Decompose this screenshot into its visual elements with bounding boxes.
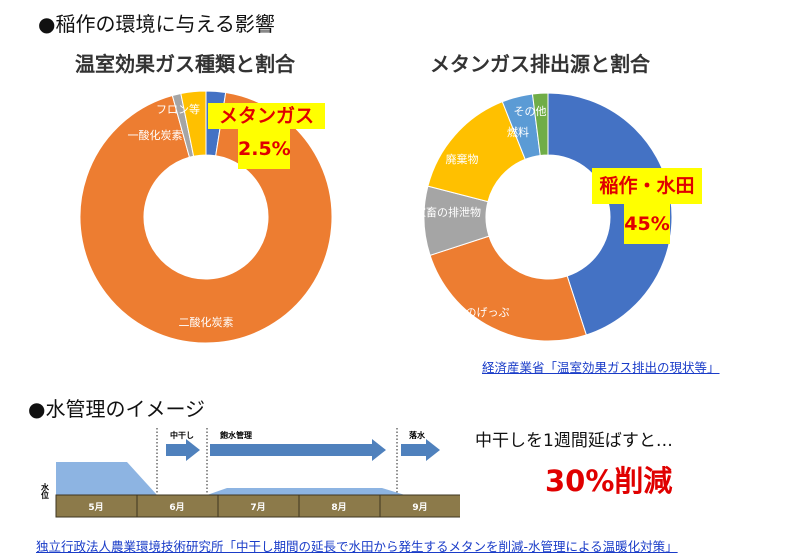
slice-label: 牛のげっぷ [455,305,510,319]
rice-callout-label: 稲作・水田 [592,168,702,204]
month-label: 6月 [169,502,184,513]
donut-slice [180,90,207,157]
methane-callout-label: メタンガス [208,103,325,129]
extension-message: 中干しを1週間延ばすと… [475,431,673,451]
reduction-result: 30%削減 [545,464,673,498]
month-label: 8月 [331,502,346,513]
chart1-title: 温室効果ガス種類と割合 [75,52,295,76]
donut-slice [429,235,587,342]
water-management-diagram: 中干し 飽水管理 落水 水位 5月 6月 7月 8月 9月 [40,428,460,518]
chart2-title: メタンガス排出源と割合 [430,52,650,76]
phase-label: 中干し [170,430,194,440]
arrow-nakaboshi [166,439,200,461]
heading-impact: ●稲作の環境に与える影響 [38,12,275,36]
month-label: 5月 [88,502,103,513]
month-label: 9月 [412,502,427,513]
slice-label: その他 [514,105,547,118]
arrow-rakusui [401,439,440,461]
donut-slice [531,92,549,157]
heading-water: ●水管理のイメージ [28,397,206,421]
phase-label: 落水 [409,430,426,440]
water-level-area [207,488,405,495]
phase-dividers [156,428,398,495]
phase-label: 飽水管理 [219,430,252,440]
month-label: 7月 [250,502,265,513]
slice-label: 家畜の排泄物 [415,205,481,219]
slice-label: 廃棄物 [446,152,479,166]
source-link-niaes[interactable]: 独立行政法人農業環境技術研究所「中干し期間の延長で水田から発生するメタンを削減-… [36,539,678,554]
month-bar: 5月 6月 7月 8月 9月 [55,494,460,518]
arrow-hosui [210,439,386,461]
slice-label: 燃料 [507,125,529,139]
methane-callout-value: 2.5% [238,129,291,169]
water-level-label: 水位 [40,482,50,500]
month-cell [379,494,460,518]
water-level-area [56,462,157,495]
slice-label: 二酸化炭素 [179,315,234,329]
rice-callout-value: 45% [624,204,670,244]
slice-label: フロン等 [156,102,200,116]
ghg-donut-chart: 二酸化炭素 一酸化炭素 フロン等 [79,90,333,344]
source-link-meti[interactable]: 経済産業省「温室効果ガス排出の現状等」 [482,360,720,375]
methane-donut-chart: 牛のげっぷ 家畜の排泄物 廃棄物 燃料 その他 [415,92,673,342]
slice-label: 一酸化炭素 [128,128,183,142]
